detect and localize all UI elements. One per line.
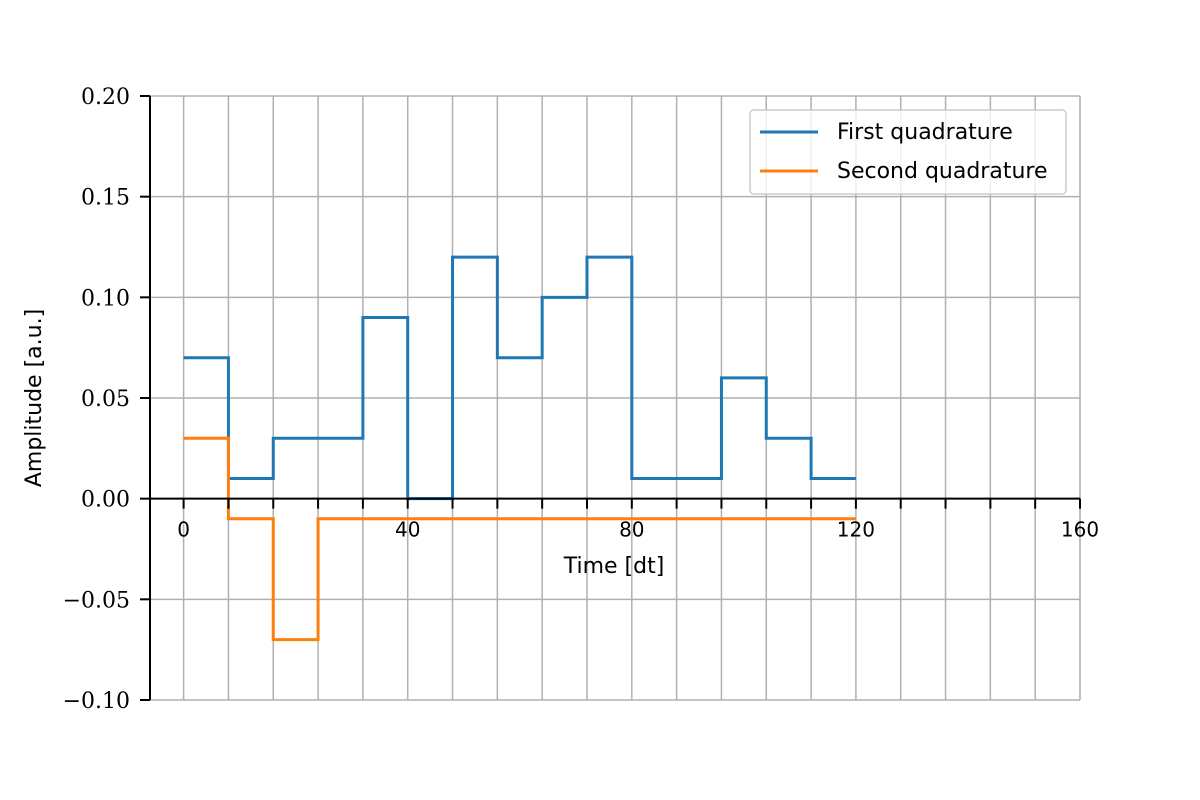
y-axis-label: Amplitude [a.u.] <box>22 309 47 487</box>
series-lines <box>183 255 856 642</box>
y-tick-label: −0.10 <box>63 689 130 714</box>
x-tick-label: 160 <box>1061 518 1099 542</box>
series-line-second-quadrature <box>183 436 856 642</box>
x-tick-label: 120 <box>837 518 875 542</box>
legend: First quadrature Second quadrature <box>749 109 1067 195</box>
y-tick-label: 0.05 <box>81 387 130 412</box>
y-tick-label: 0.10 <box>81 286 130 311</box>
x-axis-label: Time [dt] <box>563 554 665 579</box>
legend-box <box>749 109 1067 195</box>
y-tick-label: −0.05 <box>63 588 130 613</box>
legend-label-first-quadrature: First quadrature <box>837 120 1013 145</box>
y-tick-label: 0.20 <box>81 85 130 110</box>
ticks: −0.10 −0.05 0.00 0.05 0.10 0.15 0.20 0 40 80 120 16… <box>63 85 1100 714</box>
x-tick-label: 80 <box>619 518 644 542</box>
x-tick-label: 40 <box>395 518 420 542</box>
x-tick-label: 0 <box>177 518 190 542</box>
y-tick-label: 0.15 <box>81 186 130 211</box>
series-line-first-quadrature <box>183 255 856 501</box>
legend-label-second-quadrature: Second quadrature <box>837 159 1048 184</box>
y-tick-label: 0.00 <box>81 488 130 513</box>
